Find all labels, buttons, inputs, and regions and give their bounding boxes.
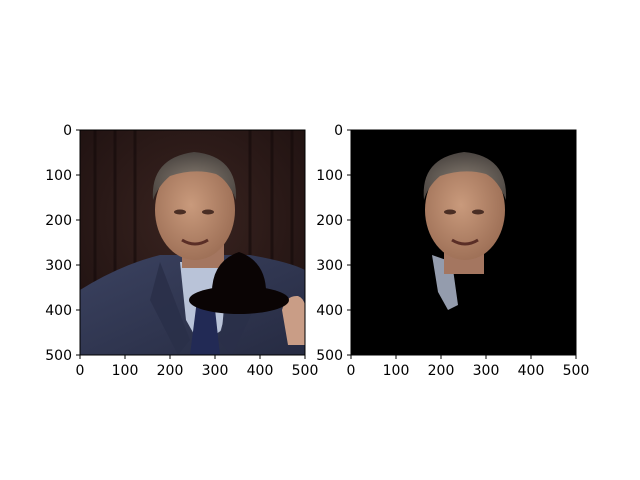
x-tick-label: 300 xyxy=(473,363,500,379)
x-tick-label: 500 xyxy=(292,363,319,379)
x-tick-label: 200 xyxy=(157,363,184,379)
left-axes xyxy=(79,129,306,356)
x-tick-label: 400 xyxy=(518,363,545,379)
y-tick-label: 200 xyxy=(45,213,72,229)
y-tick-label: 200 xyxy=(316,213,343,229)
y-tick-label: 400 xyxy=(45,303,72,319)
y-tick-label: 0 xyxy=(334,123,343,139)
left-image xyxy=(80,130,305,355)
y-tick-label: 400 xyxy=(316,303,343,319)
right-axes-frame xyxy=(350,129,577,356)
y-tick-label: 300 xyxy=(316,258,343,274)
x-tick-label: 500 xyxy=(563,363,590,379)
y-tick-label: 100 xyxy=(316,168,343,184)
y-tick-label: 300 xyxy=(45,258,72,274)
y-tick-label: 500 xyxy=(45,348,72,364)
y-tick-label: 100 xyxy=(45,168,72,184)
x-tick-label: 200 xyxy=(428,363,455,379)
x-tick-label: 0 xyxy=(76,363,85,379)
right-axes xyxy=(350,129,577,356)
x-tick-label: 0 xyxy=(347,363,356,379)
y-tick-label: 0 xyxy=(63,123,72,139)
x-tick-label: 400 xyxy=(247,363,274,379)
x-tick-label: 300 xyxy=(202,363,229,379)
hat xyxy=(189,252,289,314)
hair xyxy=(152,152,237,200)
left-axes-frame xyxy=(79,129,306,356)
y-tick-label: 500 xyxy=(316,348,343,364)
x-tick-label: 100 xyxy=(112,363,139,379)
tie xyxy=(190,300,220,355)
face xyxy=(155,160,235,260)
hand xyxy=(282,295,305,345)
masked-face xyxy=(425,160,505,260)
x-tick-label: 100 xyxy=(383,363,410,379)
right-image xyxy=(351,130,576,355)
masked-hair xyxy=(423,152,507,200)
